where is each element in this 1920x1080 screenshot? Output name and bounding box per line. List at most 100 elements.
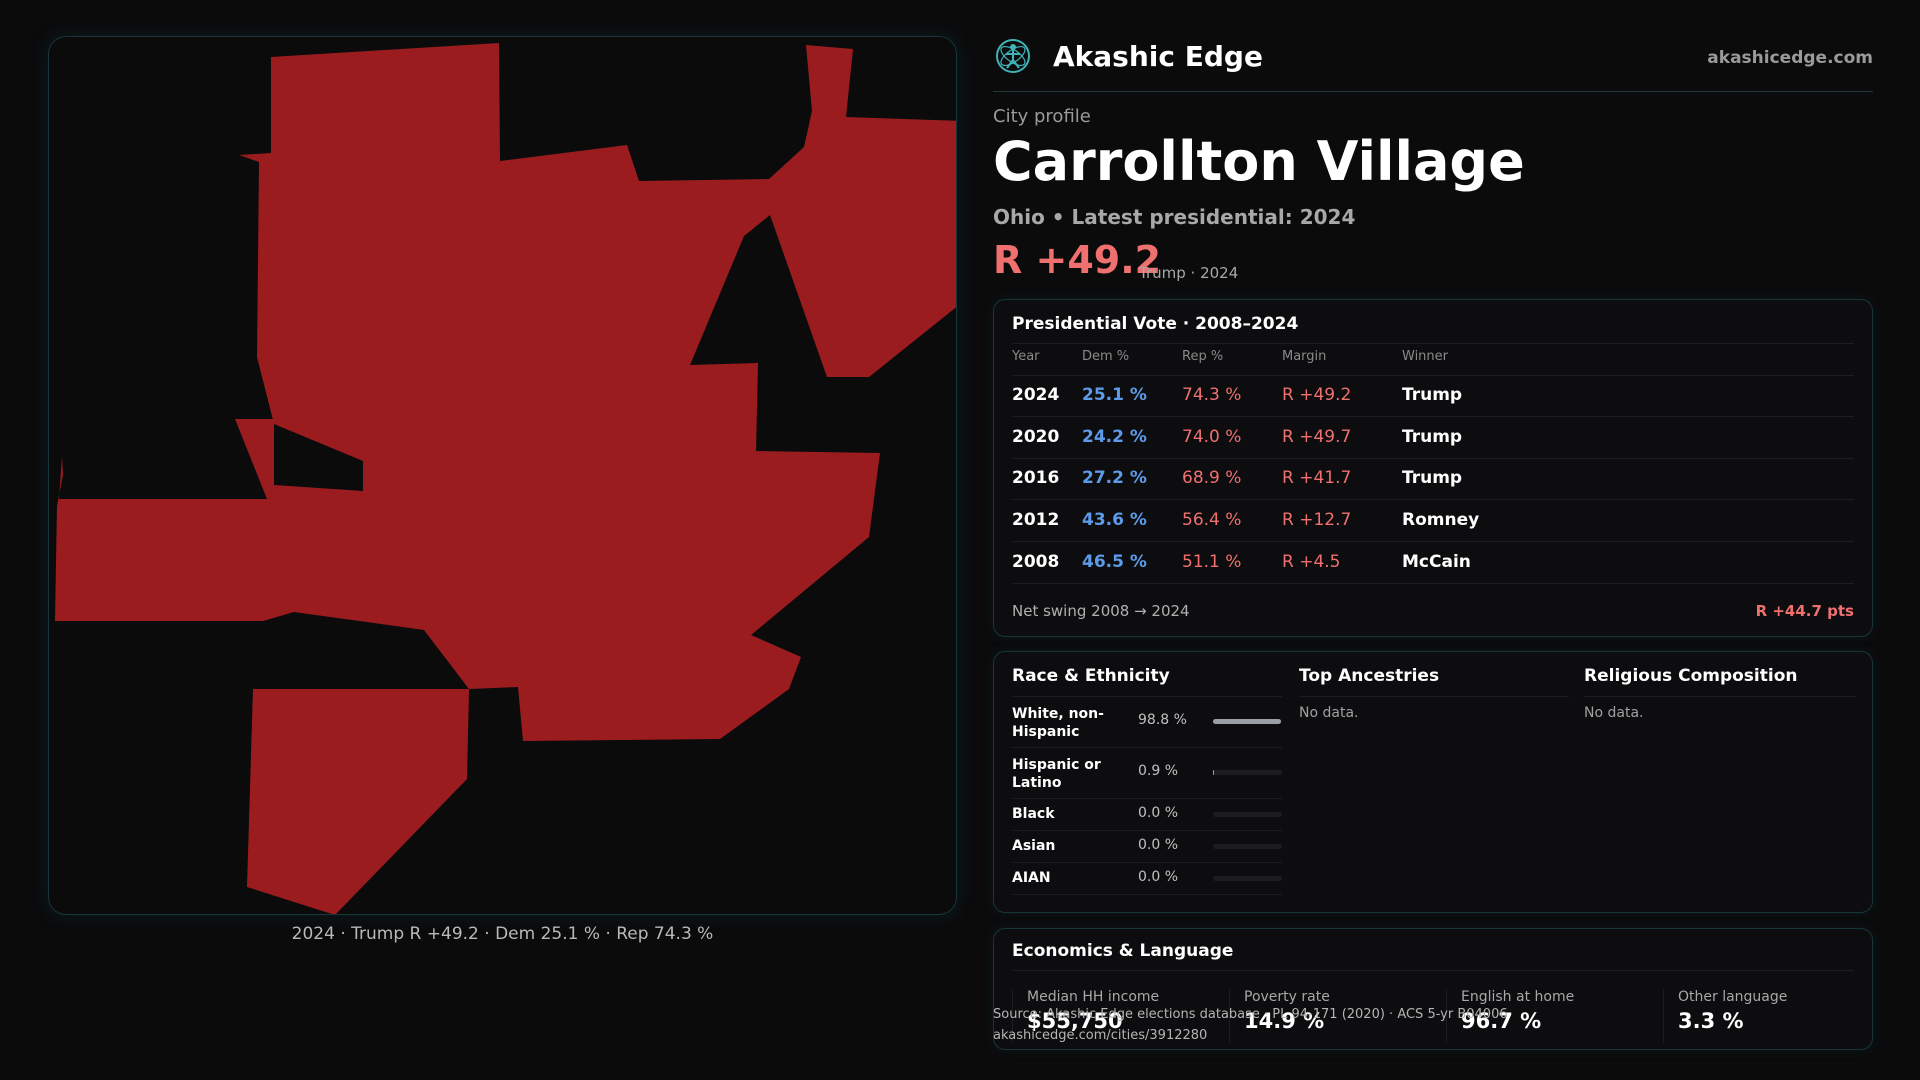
race-name: Asian	[1012, 838, 1056, 854]
card-title: Presidential Vote · 2008–2024	[1012, 314, 1299, 334]
map-region[interactable]	[55, 43, 957, 741]
stat-poverty-rate: Poverty rate 14.9 %	[1229, 989, 1444, 1043]
site-header: Akashic Edge akashicedge.com	[993, 36, 1873, 92]
cell-rep: 74.0 %	[1182, 427, 1242, 447]
cell-winner: Trump	[1402, 427, 1463, 447]
cell-winner: Trump	[1402, 385, 1463, 405]
race-name: AIAN	[1012, 870, 1051, 886]
cell-margin: R +41.7	[1282, 468, 1352, 488]
list-item: Asian 0.0 %	[1012, 831, 1282, 863]
stat-value: $55,750	[1027, 1009, 1123, 1033]
eyebrow-label: City profile	[993, 106, 1091, 127]
cell-margin: R +49.7	[1282, 427, 1352, 447]
cell-margin: R +12.7	[1282, 510, 1352, 530]
divider	[1299, 696, 1569, 697]
race-title: Race & Ethnicity	[1012, 666, 1170, 686]
divider	[1012, 375, 1854, 376]
race-column: Race & Ethnicity White, non-Hispanic 98.…	[1012, 666, 1282, 897]
cell-rep: 51.1 %	[1182, 552, 1242, 572]
race-bar-fill	[1213, 719, 1282, 724]
list-item: Black 0.0 %	[1012, 799, 1282, 831]
divider	[1012, 499, 1854, 500]
cell-dem: 43.6 %	[1082, 510, 1147, 530]
precinct-map[interactable]	[48, 36, 957, 915]
stat-other-language: Other language 3.3 %	[1663, 989, 1863, 1043]
cell-winner: McCain	[1402, 552, 1471, 572]
divider	[1012, 416, 1854, 417]
race-bar	[1213, 812, 1282, 817]
race-bar	[1213, 719, 1282, 724]
headline-margin: R +49.2	[993, 238, 1162, 282]
race-bar	[1213, 844, 1282, 849]
table-row[interactable]: 2024 25.1 % 74.3 % R +49.2 Trump	[1012, 376, 1854, 416]
race-pct: 98.8 %	[1138, 712, 1187, 728]
table-row[interactable]: 2008 46.5 % 51.1 % R +4.5 McCain	[1012, 543, 1854, 583]
net-swing-value: R +44.7 pts	[1755, 602, 1854, 620]
race-bar-fill	[1213, 770, 1214, 775]
source-text: Source: Akashic Edge elections database …	[993, 1007, 1508, 1022]
cell-year: 2024	[1012, 385, 1060, 405]
cell-winner: Trump	[1402, 468, 1463, 488]
ancestry-title: Top Ancestries	[1299, 666, 1440, 686]
race-pct: 0.0 %	[1138, 837, 1179, 853]
cell-dem: 24.2 %	[1082, 427, 1147, 447]
race-pct: 0.0 %	[1138, 869, 1179, 885]
divider	[1012, 970, 1854, 971]
cell-year: 2008	[1012, 552, 1060, 572]
list-item: Hispanic or Latino 0.9 %	[1012, 748, 1282, 799]
map-caption: 2024 · Trump R +49.2 · Dem 25.1 % · Rep …	[291, 924, 714, 944]
list-item: AIAN 0.0 %	[1012, 863, 1282, 895]
headline-margin-note: Trump · 2024	[1139, 264, 1239, 282]
map-region[interactable]	[247, 689, 469, 915]
cell-rep: 68.9 %	[1182, 468, 1242, 488]
race-name: Hispanic or Latino	[1012, 757, 1101, 791]
list-item: White, non-Hispanic 98.8 %	[1012, 697, 1282, 748]
source-url[interactable]: akashicedge.com/cities/3912280	[993, 1028, 1208, 1043]
religion-title: Religious Composition	[1584, 666, 1798, 686]
stat-label: Median HH income	[1027, 989, 1160, 1005]
net-swing-label: Net swing 2008 → 2024	[1012, 602, 1190, 620]
cell-year: 2020	[1012, 427, 1060, 447]
race-pct: 0.0 %	[1138, 805, 1179, 821]
column-header-rep: Rep %	[1182, 349, 1224, 364]
map-svg	[55, 43, 957, 915]
table-row[interactable]: 2020 24.2 % 74.0 % R +49.7 Trump	[1012, 418, 1854, 458]
race-name: White, non-Hispanic	[1012, 706, 1104, 740]
stat-label: English at home	[1461, 989, 1575, 1005]
race-list: White, non-Hispanic 98.8 % Hispanic or L…	[1012, 697, 1282, 897]
cell-dem: 27.2 %	[1082, 468, 1147, 488]
religion-column: Religious Composition No data.	[1584, 666, 1856, 721]
stat-value: 14.9 %	[1244, 1009, 1325, 1033]
race-bar	[1213, 770, 1282, 775]
page-title: Carrollton Village	[993, 130, 1525, 193]
divider	[1012, 696, 1282, 697]
stat-label: Poverty rate	[1244, 989, 1330, 1005]
religion-empty-text: No data.	[1584, 705, 1644, 721]
demographics-card: Race & Ethnicity White, non-Hispanic 98.…	[993, 651, 1873, 913]
cell-dem: 46.5 %	[1082, 552, 1147, 572]
table-row[interactable]: 2012 43.6 % 56.4 % R +12.7 Romney	[1012, 501, 1854, 541]
cell-year: 2012	[1012, 510, 1060, 530]
cell-winner: Romney	[1402, 510, 1480, 530]
site-url[interactable]: akashicedge.com	[1707, 48, 1873, 68]
stat-value: 3.3 %	[1678, 1009, 1744, 1033]
cell-rep: 74.3 %	[1182, 385, 1242, 405]
ancestry-column: Top Ancestries No data.	[1299, 666, 1569, 721]
economics-card: Economics & Language Median HH income $5…	[993, 928, 1873, 1050]
cell-margin: R +4.5	[1282, 552, 1341, 572]
cell-year: 2016	[1012, 468, 1060, 488]
divider	[1012, 458, 1854, 459]
stat-english-at-home: English at home 96.7 %	[1446, 989, 1661, 1043]
divider	[1584, 696, 1856, 697]
brand-name[interactable]: Akashic Edge	[1053, 40, 1263, 73]
location-subtitle: Ohio • Latest presidential: 2024	[993, 205, 1356, 229]
card-title: Economics & Language	[1012, 941, 1234, 961]
atom-figure-icon[interactable]	[995, 38, 1031, 74]
stat-median-income: Median HH income $55,750	[1012, 989, 1227, 1043]
cell-dem: 25.1 %	[1082, 385, 1147, 405]
column-header-margin: Margin	[1282, 349, 1327, 364]
race-pct: 0.9 %	[1138, 763, 1179, 779]
column-header-year: Year	[1012, 349, 1040, 364]
column-header-winner: Winner	[1402, 349, 1449, 364]
table-row[interactable]: 2016 27.2 % 68.9 % R +41.7 Trump	[1012, 459, 1854, 499]
